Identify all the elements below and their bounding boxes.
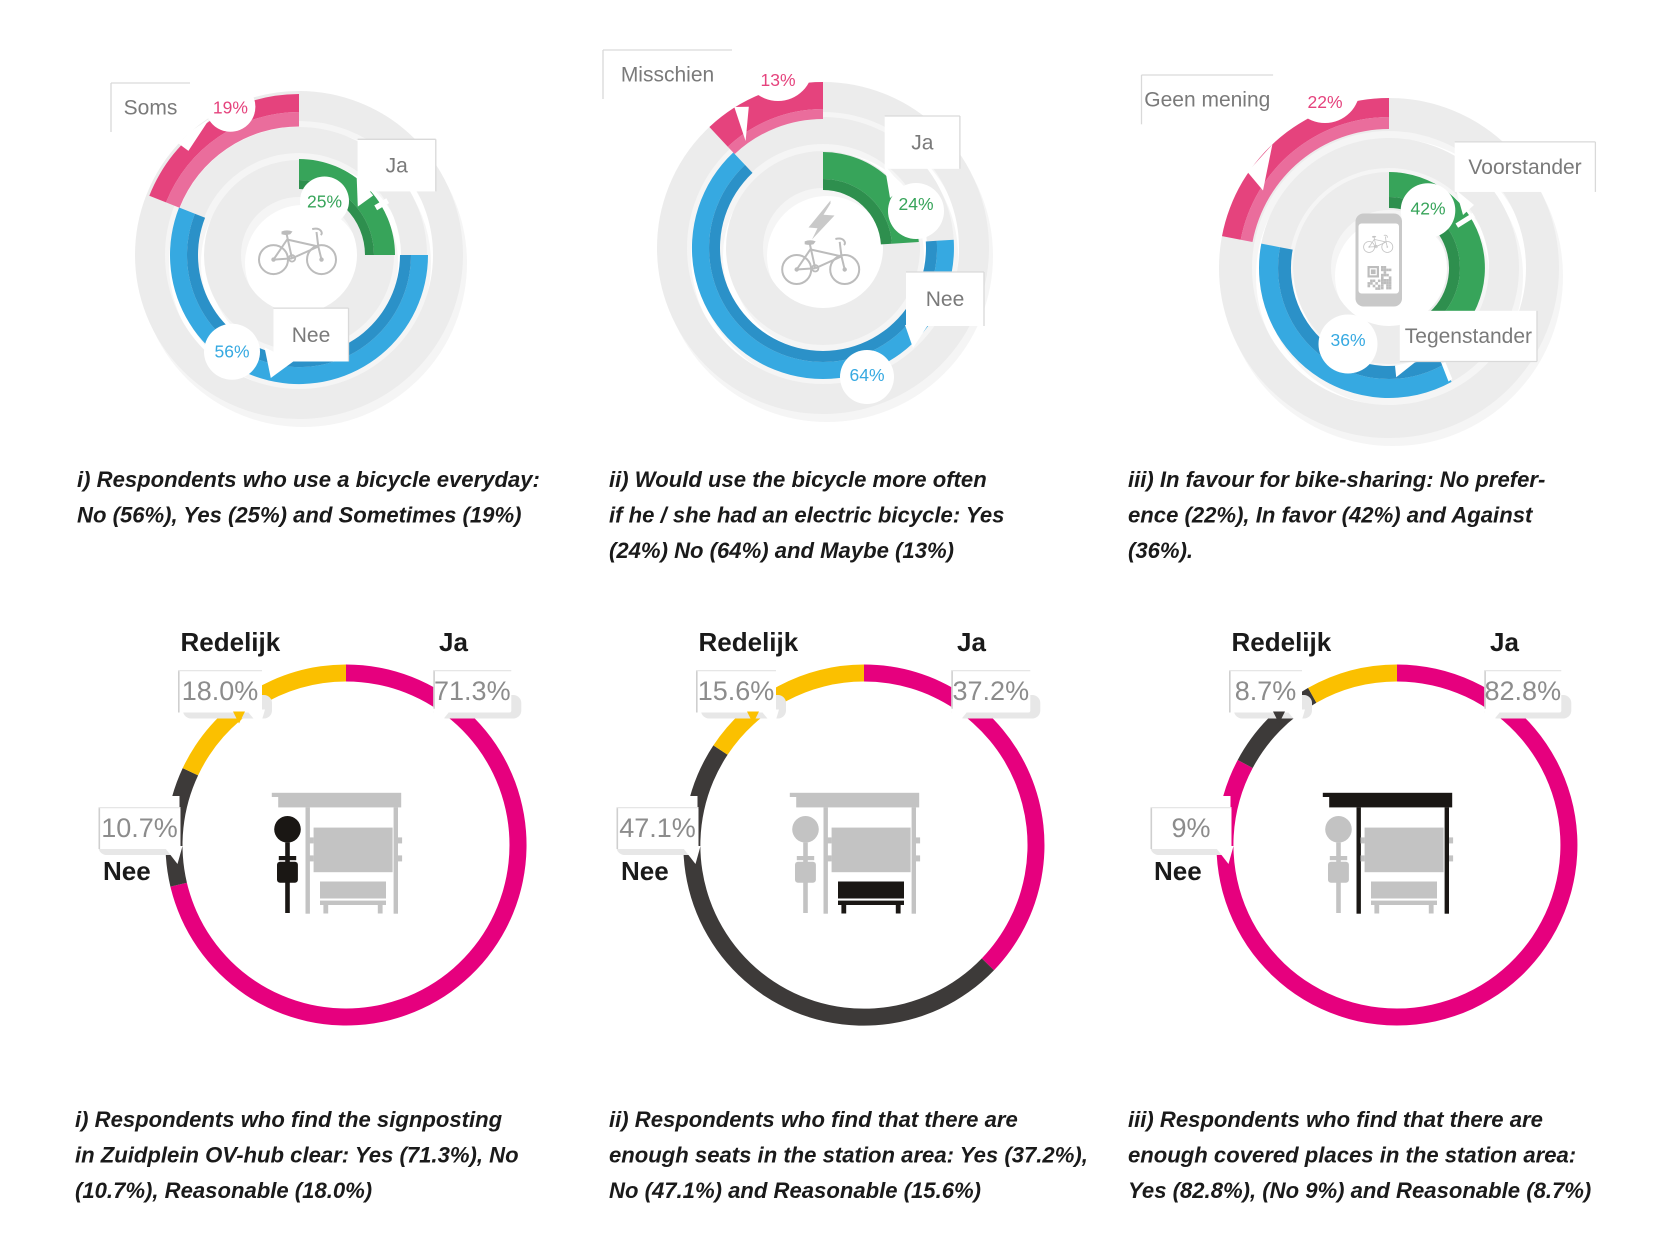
svg-text:47.1%: 47.1% xyxy=(619,813,696,843)
svg-text:36%: 36% xyxy=(1330,330,1365,350)
svg-text:Redelijk: Redelijk xyxy=(181,627,281,657)
svg-text:Geen mening: Geen mening xyxy=(1144,89,1270,112)
svg-text:56%: 56% xyxy=(214,342,249,362)
svg-text:Voorstander: Voorstander xyxy=(1468,156,1581,179)
svg-text:Ja: Ja xyxy=(911,131,934,154)
svg-text:Nee: Nee xyxy=(103,856,151,886)
svg-text:13%: 13% xyxy=(760,70,795,90)
svg-text:Nee: Nee xyxy=(926,288,965,311)
svg-text:Ja: Ja xyxy=(386,154,409,177)
svg-text:Misschien: Misschien xyxy=(621,64,714,87)
svg-text:Tegenstander: Tegenstander xyxy=(1405,325,1532,348)
svg-text:25%: 25% xyxy=(307,192,342,212)
svg-text:Ja: Ja xyxy=(439,627,468,657)
svg-text:37.2%: 37.2% xyxy=(953,676,1030,706)
svg-text:Nee: Nee xyxy=(621,856,669,886)
svg-text:Soms: Soms xyxy=(124,97,178,120)
svg-text:64%: 64% xyxy=(849,365,884,385)
svg-text:9%: 9% xyxy=(1171,813,1210,843)
svg-text:Nee: Nee xyxy=(1154,856,1202,886)
svg-text:Redelijk: Redelijk xyxy=(699,627,799,657)
svg-text:24%: 24% xyxy=(898,194,933,214)
svg-text:iii) In favour for bike-sharin: iii) In favour for bike-sharing: No pref… xyxy=(1128,467,1545,563)
svg-text:19%: 19% xyxy=(213,98,248,118)
svg-text:i) Respondents who find the si: i) Respondents who find the signposting i… xyxy=(75,1107,519,1203)
svg-text:15.6%: 15.6% xyxy=(698,676,775,706)
svg-text:42%: 42% xyxy=(1410,199,1445,219)
svg-text:71.3%: 71.3% xyxy=(434,676,511,706)
svg-text:82.8%: 82.8% xyxy=(1485,676,1562,706)
svg-text:ii) Respondents who find that: ii) Respondents who find that there are e… xyxy=(609,1107,1088,1203)
svg-text:iii) Respondents who find that: iii) Respondents who find that there are… xyxy=(1128,1107,1591,1203)
svg-text:10.7%: 10.7% xyxy=(101,813,178,843)
svg-text:8.7%: 8.7% xyxy=(1235,676,1297,706)
svg-text:Nee: Nee xyxy=(292,324,331,347)
svg-text:22%: 22% xyxy=(1307,92,1342,112)
svg-text:i) Respondents who use a bicyc: i) Respondents who use a bicycle everyda… xyxy=(77,467,540,528)
svg-text:18.0%: 18.0% xyxy=(182,676,259,706)
svg-text:Redelijk: Redelijk xyxy=(1232,627,1332,657)
svg-text:Ja: Ja xyxy=(1490,627,1519,657)
svg-text:Ja: Ja xyxy=(957,627,986,657)
svg-text:ii) Would use the bicycle more: ii) Would use the bicycle more often if h… xyxy=(609,467,1004,563)
